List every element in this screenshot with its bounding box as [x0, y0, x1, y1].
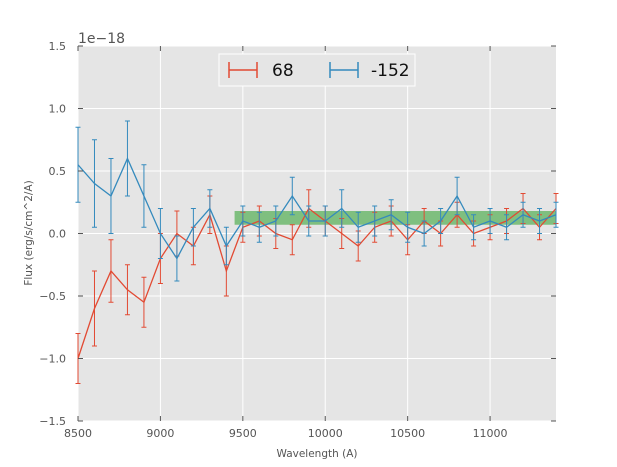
y-tick-label: 1.0	[49, 103, 67, 116]
y-tick-label: −1.0	[39, 353, 66, 366]
y-tick-label: −1.5	[39, 415, 66, 428]
x-tick-label: 10000	[308, 427, 343, 440]
y-axis-label: Flux (erg/s/cm^2/A)	[23, 180, 35, 285]
y-tick-label: 0.0	[49, 228, 67, 241]
y-offset-label: 1e−18	[78, 31, 125, 47]
chart: 8500 9000 9500 10000 10500 11000 −1.5 −1.0 −0.5 0…	[0, 0, 617, 467]
x-tick-label: 9000	[146, 427, 174, 440]
legend: 68 -152	[219, 54, 415, 86]
legend-label-68: 68	[272, 61, 294, 81]
y-tick-label: −0.5	[39, 290, 66, 303]
y-tick-label: 0.5	[49, 165, 67, 178]
legend-label-152: -152	[371, 61, 410, 81]
x-tick-label: 8500	[64, 427, 92, 440]
x-axis-label: Wavelength (A)	[276, 448, 357, 460]
x-tick-label: 10500	[390, 427, 425, 440]
x-tick-label: 11000	[473, 427, 508, 440]
x-tick-label: 9500	[229, 427, 257, 440]
y-tick-label: 1.5	[49, 40, 67, 53]
